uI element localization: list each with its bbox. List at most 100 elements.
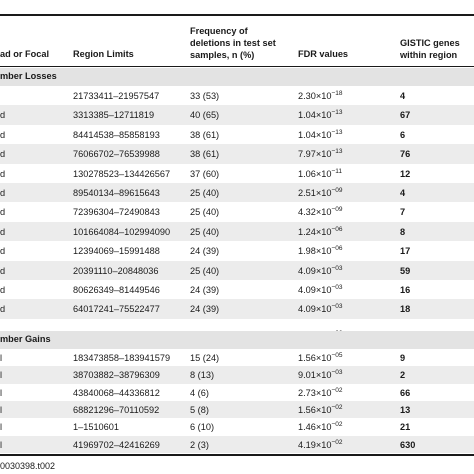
fdr-base: 4.09×10: [298, 304, 332, 315]
section-gains: mber Gains: [0, 331, 474, 349]
cell-genes: 16: [400, 285, 411, 295]
fdr-base: 1.46×10: [298, 422, 332, 433]
table-row: [0, 435, 474, 453]
fdr-base: 2.30×10: [298, 91, 332, 101]
header-genes-line2: within region: [400, 50, 458, 60]
cell-type: l: [0, 353, 3, 363]
cell-frequency: 25 (40): [190, 207, 220, 218]
fdr-base: 1.04×10: [298, 110, 332, 121]
cell-type: d: [0, 110, 6, 121]
cell-region-limits: 43840068–44336812: [73, 387, 160, 398]
cell-fdr: 1.04×10−13: [298, 110, 343, 121]
cell-type: d: [0, 285, 6, 295]
fdr-base: 4.09×10: [298, 285, 332, 295]
cell-frequency: 38 (61): [190, 149, 220, 160]
cell-fdr: 4.32×10−09: [298, 207, 343, 218]
fdr-exponent: −02: [331, 438, 343, 446]
fdr-exponent: −02: [331, 403, 343, 411]
table-row: [0, 366, 474, 384]
fdr-exponent: −06: [331, 245, 343, 253]
cell-frequency: 37 (60): [190, 168, 220, 179]
cell-type: d: [0, 265, 6, 276]
cell-fdr: 7.97×10−13: [298, 148, 343, 160]
fdr-exponent: −05: [331, 352, 343, 359]
cell-frequency: 8 (13): [190, 370, 215, 381]
header-genes-line1: GISTIC genes: [400, 38, 460, 48]
cell-region-limits: 183473858–183941579: [73, 353, 171, 363]
fdr-base: 1.56×10: [298, 404, 332, 415]
fdr-exponent: −13: [331, 148, 343, 156]
cell-genes: 76: [400, 149, 411, 160]
cell-type: l: [0, 370, 3, 381]
cell-fdr: 2.51×10−09: [298, 187, 343, 199]
bottom-rule: [0, 454, 474, 456]
cell-fdr: 2.73×10−02: [298, 387, 343, 399]
fdr-base: 7.97×10: [298, 149, 332, 160]
cell-fdr: 4.09×10−03: [298, 284, 343, 296]
cell-type: d: [0, 207, 6, 218]
cell-genes: 7: [400, 207, 406, 218]
cell-type: l: [0, 422, 3, 433]
cell-fdr: 1.98×10−06: [298, 245, 343, 257]
cell-type: d: [0, 129, 6, 140]
fdr-exponent: −03: [331, 303, 343, 311]
cell-region-limits: 68821296–70110592: [73, 404, 160, 415]
fdr-base: 4.32×10: [298, 207, 332, 218]
cell-genes: 18: [400, 304, 411, 315]
cell-type: d: [0, 246, 6, 257]
cell-type: d: [0, 149, 6, 160]
cell-frequency: 24 (39): [190, 246, 220, 257]
cell-frequency: 33 (53): [190, 91, 220, 101]
cell-frequency: 15 (24): [190, 353, 220, 363]
cell-genes: 4: [400, 91, 406, 101]
cell-genes: 21: [400, 422, 411, 433]
section-gains-label: mber Gains: [0, 334, 51, 344]
header-fdr: FDR values: [298, 49, 349, 59]
cell-genes: 8: [400, 226, 406, 237]
fdr-base: 9.01×10: [298, 370, 332, 381]
cell-fdr: 1.56×10−02: [298, 403, 343, 416]
cell-genes: 9: [400, 353, 406, 363]
cell-fdr: 4.09×10−03: [298, 264, 343, 277]
cell-region-limits: 41969702–42416269: [73, 439, 160, 450]
table-row: [0, 260, 474, 280]
cell-region-limits: 3313385–12711819: [73, 110, 155, 121]
cell-type: l: [0, 439, 3, 450]
cell-region-limits: 89540134–89615643: [73, 188, 160, 198]
cell-region-limits: 72396304–72490843: [73, 207, 160, 218]
fdr-base: 1.06×10: [298, 168, 332, 179]
fdr-exponent: −03: [331, 369, 343, 377]
fdr-exponent: −13: [331, 128, 343, 136]
top-rule: [0, 14, 474, 16]
cell-type: l: [0, 404, 3, 415]
section-losses: mber Losses: [0, 68, 474, 86]
cell-frequency: 25 (40): [190, 265, 220, 276]
cell-frequency: 38 (61): [190, 129, 220, 140]
table-row: [0, 400, 474, 419]
cell-genes: 13: [400, 404, 411, 415]
header-broad-focal: ad or Focal: [0, 49, 50, 59]
cell-fdr: 1.46×10−02: [298, 421, 343, 433]
fdr-base: 2.73×10: [298, 387, 332, 398]
fdr-base: 4.19×10: [298, 439, 332, 450]
cell-region-limits: 21733411–21957547: [73, 91, 160, 101]
cell-genes: 67: [400, 110, 411, 121]
cell-region-limits: 76066702–76539988: [73, 149, 160, 160]
cell-frequency: 24 (39): [190, 304, 220, 315]
header-frequency-line2: deletions in test set: [190, 38, 276, 48]
cell-frequency: 25 (40): [190, 226, 220, 237]
fdr-exponent: −03: [331, 264, 343, 272]
cell-type: d: [0, 188, 6, 198]
cell-genes: 630: [400, 439, 416, 450]
cell-region-limits: 130278523–134426567: [73, 168, 171, 179]
cell-type: l: [0, 387, 3, 398]
table-row: [0, 221, 474, 242]
header-frequency-line1: Frequency of: [190, 26, 248, 36]
header-rule: [0, 66, 474, 67]
cell-fdr: 1.06×10−11: [298, 168, 342, 180]
cell-fdr: 1.24×10−06: [298, 226, 343, 238]
cell-fdr: 4.19×10−02: [298, 438, 343, 451]
cell-type: d: [0, 168, 6, 179]
cell-type: d: [0, 226, 6, 237]
cell-region-limits: 80626349–81449546: [73, 285, 160, 295]
